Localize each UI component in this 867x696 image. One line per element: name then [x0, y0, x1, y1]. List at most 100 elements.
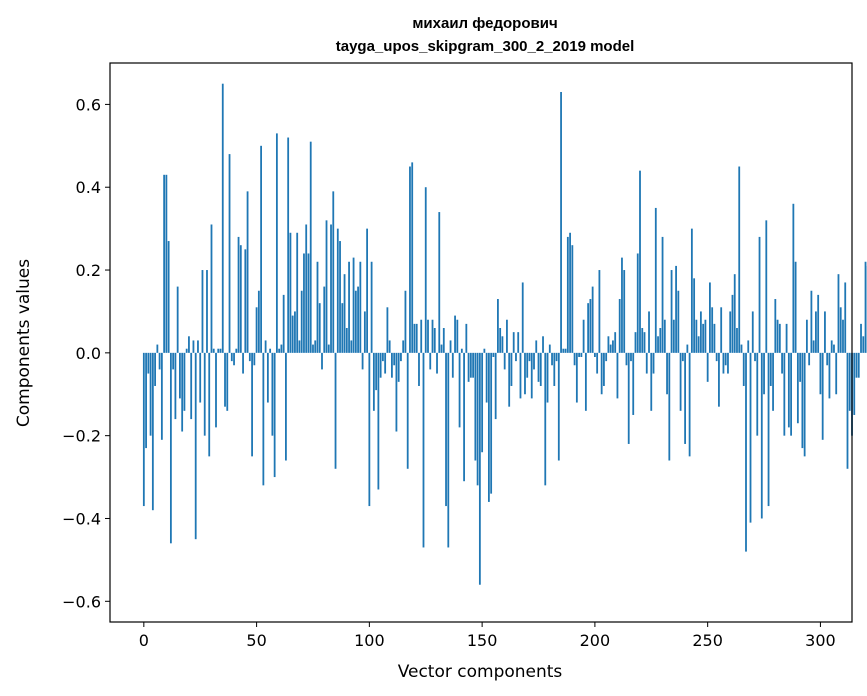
bar-84 — [332, 191, 335, 353]
bar-21 — [190, 352, 193, 420]
bar-272 — [756, 352, 759, 436]
bar-104 — [377, 352, 380, 490]
bar-172 — [530, 352, 533, 399]
bar-127 — [429, 352, 432, 370]
bar-109 — [388, 340, 391, 353]
bar-32 — [215, 352, 217, 428]
bar-243 — [690, 228, 693, 353]
bar-167 — [519, 352, 522, 399]
bar-231 — [663, 319, 666, 353]
bar-153 — [487, 352, 490, 502]
bar-54 — [264, 340, 267, 353]
bar-14 — [174, 352, 177, 420]
bar-276 — [765, 220, 768, 353]
bar-292 — [801, 352, 804, 449]
bar-224 — [648, 311, 650, 353]
bar-197 — [587, 303, 590, 353]
bar-100 — [368, 352, 371, 507]
bar-13 — [172, 352, 175, 370]
bar-284 — [783, 352, 786, 436]
bar-208 — [612, 340, 614, 353]
bar-289 — [794, 261, 797, 353]
bar-50 — [255, 307, 258, 353]
bar-49 — [253, 352, 256, 366]
bar-63 — [285, 352, 287, 461]
bar-48 — [251, 352, 253, 457]
bar-96 — [359, 261, 362, 353]
bar-247 — [699, 311, 702, 353]
bar-102 — [372, 352, 375, 411]
bar-237 — [677, 290, 680, 353]
bar-37 — [226, 352, 229, 411]
y-tick-label: 0.2 — [76, 261, 101, 280]
bar-293 — [803, 352, 806, 457]
bar-163 — [510, 352, 513, 386]
bar-81 — [325, 220, 328, 353]
bar-140 — [458, 352, 461, 428]
bar-67 — [294, 311, 296, 353]
bar-106 — [381, 352, 384, 362]
bar-99 — [366, 228, 368, 353]
bar-262 — [733, 274, 736, 353]
bar-11 — [167, 241, 170, 353]
bar-290 — [796, 352, 799, 424]
bars-group — [142, 83, 867, 585]
bar-6 — [156, 344, 159, 353]
bar-110 — [391, 352, 393, 378]
bar-117 — [406, 352, 409, 469]
bar-209 — [614, 332, 617, 353]
bar-310 — [842, 319, 844, 353]
bar-307 — [835, 352, 838, 395]
bar-134 — [445, 352, 447, 507]
bar-205 — [605, 352, 608, 362]
bar-244 — [693, 278, 696, 353]
bar-7 — [158, 352, 161, 370]
bar-299 — [817, 294, 820, 353]
bar-157 — [497, 299, 499, 353]
bar-108 — [386, 307, 389, 353]
bar-135 — [447, 352, 450, 548]
bar-69 — [298, 340, 301, 353]
bar-193 — [578, 352, 580, 357]
bar-5 — [154, 352, 156, 386]
bar-242 — [688, 352, 691, 457]
bar-87 — [339, 241, 341, 353]
bar-225 — [650, 352, 653, 411]
bar-125 — [424, 187, 427, 353]
bar-162 — [508, 352, 511, 407]
bar-144 — [467, 352, 470, 382]
bar-143 — [465, 323, 468, 353]
bar-257 — [722, 352, 725, 374]
bar-34 — [219, 348, 222, 353]
bar-16 — [179, 352, 181, 399]
y-axis-label: Components values — [14, 259, 34, 427]
bar-232 — [666, 352, 668, 395]
bar-306 — [833, 344, 835, 353]
bar-133 — [442, 328, 445, 353]
bar-138 — [454, 315, 456, 353]
bar-312 — [846, 352, 849, 469]
bar-53 — [262, 352, 265, 486]
bar-17 — [181, 352, 184, 432]
bar-301 — [821, 352, 824, 440]
bar-97 — [361, 352, 364, 370]
bar-152 — [485, 352, 488, 403]
bar-80 — [323, 286, 326, 353]
bar-211 — [618, 299, 621, 353]
bar-210 — [616, 352, 619, 399]
bar-212 — [621, 257, 623, 353]
bar-214 — [625, 352, 628, 366]
bar-156 — [494, 352, 497, 420]
bar-169 — [524, 352, 526, 395]
bar-271 — [754, 352, 756, 362]
bar-30 — [210, 224, 213, 353]
bar-94 — [354, 290, 357, 353]
bar-137 — [451, 352, 454, 378]
bar-71 — [303, 253, 305, 353]
y-tick-label: 0.6 — [76, 95, 101, 114]
bar-40 — [233, 352, 235, 366]
bar-181 — [551, 352, 553, 366]
bar-65 — [289, 232, 292, 353]
bar-35 — [221, 83, 224, 353]
bar-187 — [564, 348, 567, 353]
